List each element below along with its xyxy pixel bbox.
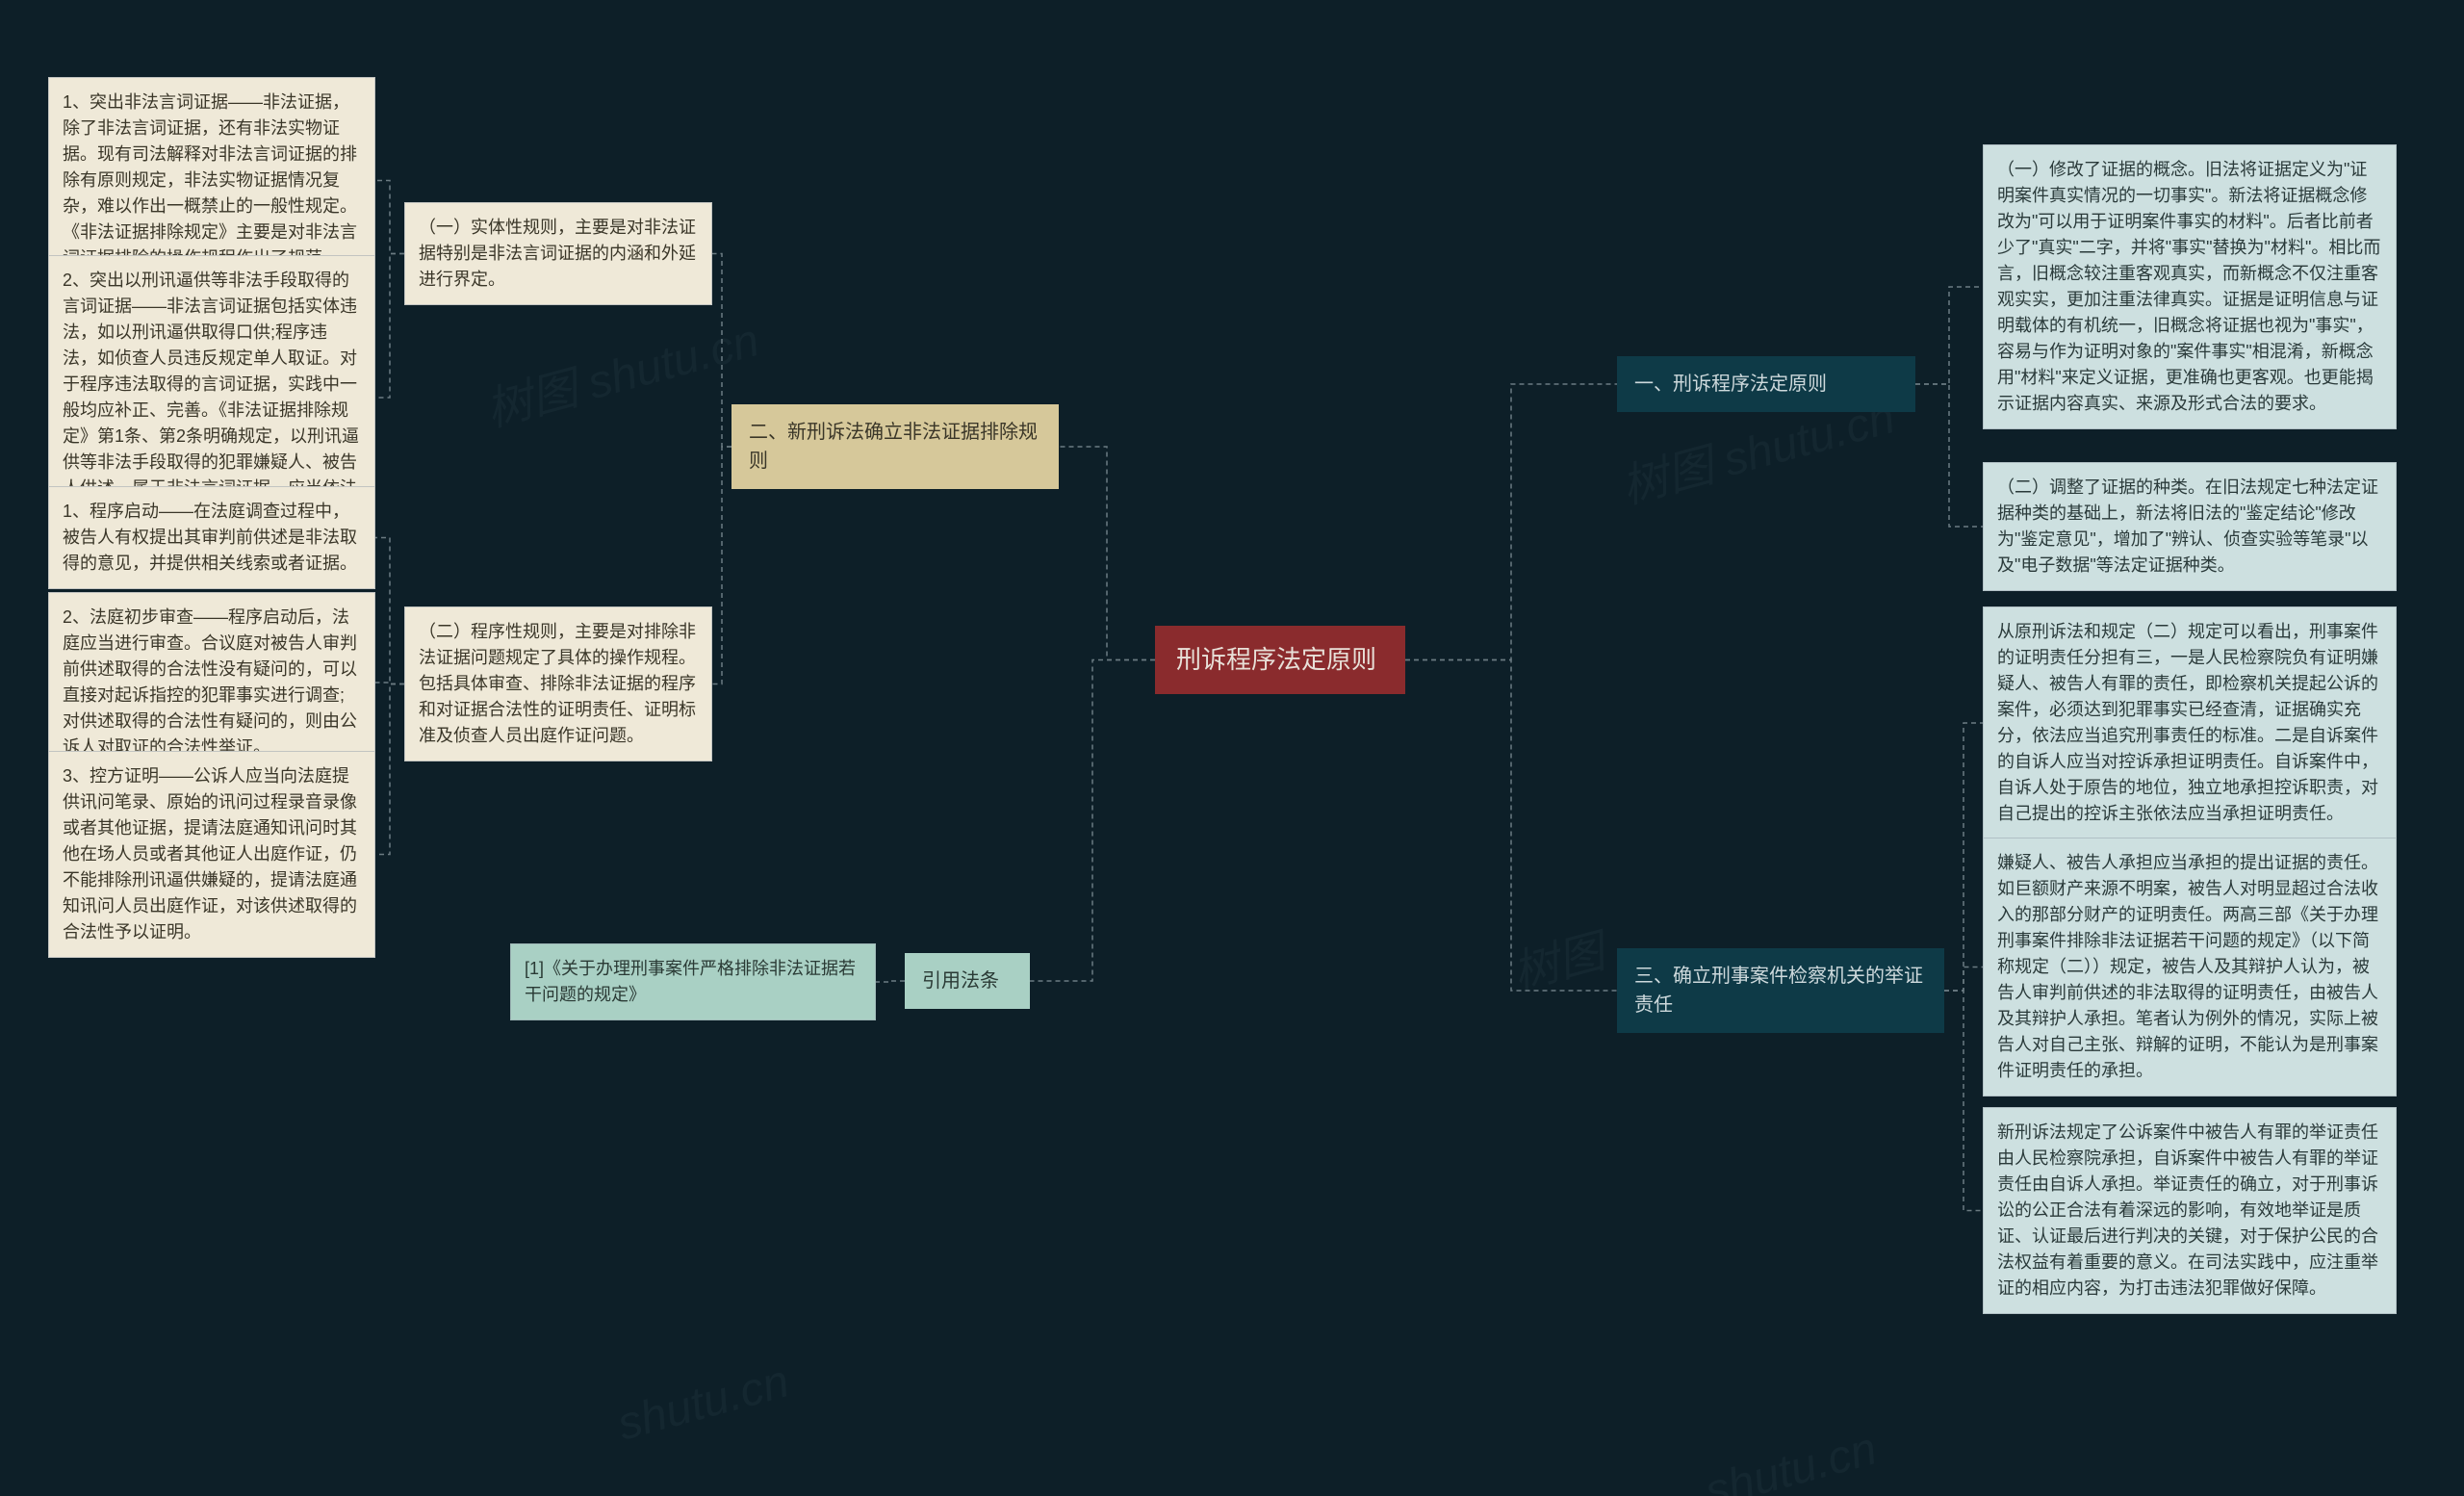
leaf-l2-0: [1]《关于办理刑事案件严格排除非法证据若干问题的规定》 [510, 943, 876, 1020]
branch-l1: 二、新刑诉法确立非法证据排除规则 [732, 404, 1059, 489]
watermark: shutu.cn [1700, 1422, 1883, 1496]
leaf-r2-2: 新刑诉法规定了公诉案件中被告人有罪的举证责任由人民检察院承担，自诉案件中被告人有… [1983, 1107, 2397, 1314]
subnode-l1a: （一）实体性规则，主要是对非法证据特别是非法言词证据的内涵和外延进行界定。 [404, 202, 712, 305]
leaf-l1b-1: 2、法庭初步审查——程序启动后，法庭应当进行审查。合议庭对被告人审判前供述取得的… [48, 592, 375, 773]
watermark: 树图 [1504, 914, 1611, 1002]
leaf-r1-0: （一）修改了证据的概念。旧法将证据定义为"证明案件真实情况的一切事实"。新法将证… [1983, 144, 2397, 429]
leaf-l1a-0: 1、突出非法言词证据——非法证据，除了非法言词证据，还有非法实物证据。现有司法解… [48, 77, 375, 284]
leaf-r2-1: 嫌疑人、被告人承担应当承担的提出证据的责任。如巨额财产来源不明案，被告人对明显超… [1983, 838, 2397, 1096]
root-node: 刑诉程序法定原则 [1155, 626, 1405, 694]
watermark: shutu.cn [612, 1354, 795, 1451]
branch-r2: 三、确立刑事案件检察机关的举证责任 [1617, 948, 1944, 1033]
leaf-l1b-0: 1、程序启动——在法庭调查过程中，被告人有权提出其审判前供述是非法取得的意见，并… [48, 486, 375, 589]
watermark: 树图 shutu.cn [477, 302, 765, 440]
branch-r1: 一、刑诉程序法定原则 [1617, 356, 1915, 412]
leaf-r2-0: 从原刑诉法和规定（二）规定可以看出，刑事案件的证明责任分担有三，一是人民检察院负… [1983, 606, 2397, 839]
branch-l2: 引用法条 [905, 953, 1030, 1009]
subnode-l1b: （二）程序性规则，主要是对排除非法证据问题规定了具体的操作规程。包括具体审查、排… [404, 606, 712, 761]
leaf-r1-1: （二）调整了证据的种类。在旧法规定七种法定证据种类的基础上，新法将旧法的"鉴定结… [1983, 462, 2397, 591]
leaf-l1b-2: 3、控方证明——公诉人应当向法庭提供讯问笔录、原始的讯问过程录音录像或者其他证据… [48, 751, 375, 958]
